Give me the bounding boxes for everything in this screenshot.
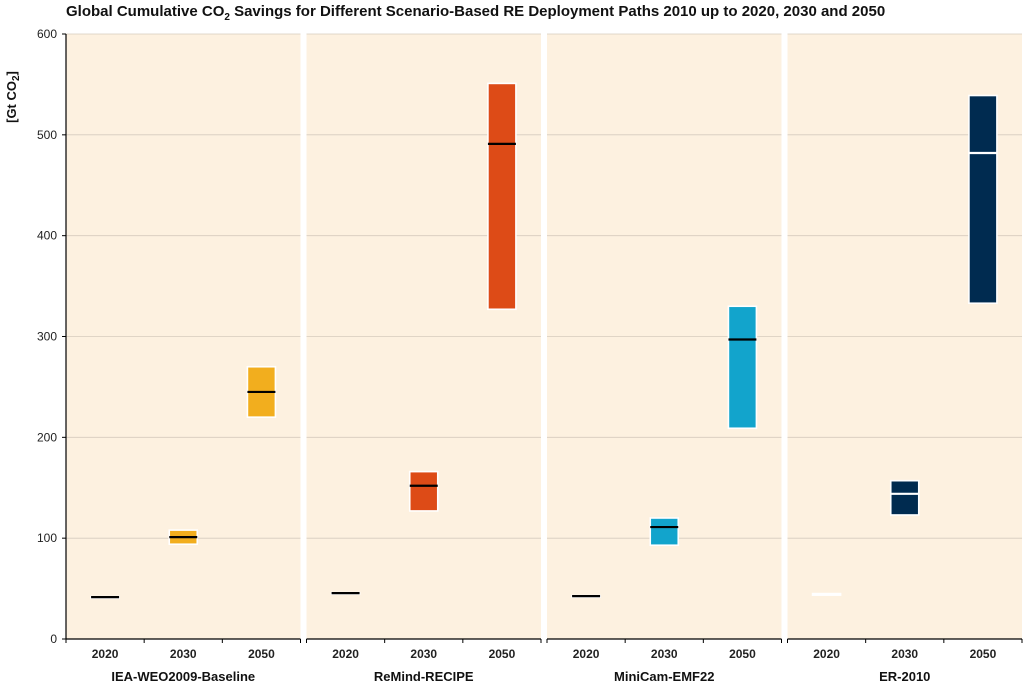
panel-label: IEA-WEO2009-Baseline bbox=[111, 669, 255, 684]
y-tick-label: 300 bbox=[37, 330, 57, 344]
x-tick-label: 2050 bbox=[729, 647, 756, 661]
chart-title: Global Cumulative CO2 Savings for Differ… bbox=[66, 3, 885, 23]
chart-title-rest: Savings for Different Scenario-Based RE … bbox=[230, 3, 885, 20]
range-box bbox=[649, 517, 680, 547]
x-tick-label: 2050 bbox=[970, 647, 997, 661]
y-axis-label: [Gt CO2] bbox=[4, 71, 22, 123]
y-tick-label: 400 bbox=[37, 229, 57, 243]
y-tick-label: 500 bbox=[37, 128, 57, 142]
x-tick-label: 2030 bbox=[170, 647, 197, 661]
y-tick-label: 200 bbox=[37, 430, 57, 444]
x-tick-label: 2020 bbox=[573, 647, 600, 661]
y-tick-label: 0 bbox=[50, 632, 57, 646]
x-tick-label: 2020 bbox=[813, 647, 840, 661]
y-axis-label-main: [Gt CO bbox=[4, 81, 19, 123]
range-box bbox=[408, 470, 439, 512]
panel-label: ReMind-RECIPE bbox=[374, 669, 474, 684]
x-tick-label: 2030 bbox=[651, 647, 678, 661]
range-box bbox=[487, 82, 517, 311]
panel-label: ER-2010 bbox=[879, 669, 930, 684]
y-tick-label: 600 bbox=[37, 27, 57, 41]
x-tick-label: 2020 bbox=[92, 647, 119, 661]
x-tick-label: 2030 bbox=[891, 647, 918, 661]
panel-label: MiniCam-EMF22 bbox=[614, 669, 714, 684]
range-box bbox=[968, 94, 998, 305]
y-axis-label-subscript: 2 bbox=[11, 75, 22, 81]
y-tick-label: 100 bbox=[37, 531, 57, 545]
chart-title-subscript: 2 bbox=[224, 12, 230, 23]
plot-area: 2020 2030 2050 IEA-WEO2009-Baseline 2020 2030… bbox=[37, 27, 1023, 684]
x-tick-label: 2050 bbox=[489, 647, 516, 661]
y-axis-label-close: ] bbox=[4, 71, 19, 75]
x-tick-label: 2030 bbox=[410, 647, 437, 661]
range-box bbox=[889, 479, 920, 516]
x-tick-label: 2020 bbox=[332, 647, 359, 661]
range-box bbox=[727, 305, 758, 430]
x-tick-label: 2050 bbox=[248, 647, 275, 661]
chart-title-main: Global Cumulative CO bbox=[66, 3, 225, 20]
